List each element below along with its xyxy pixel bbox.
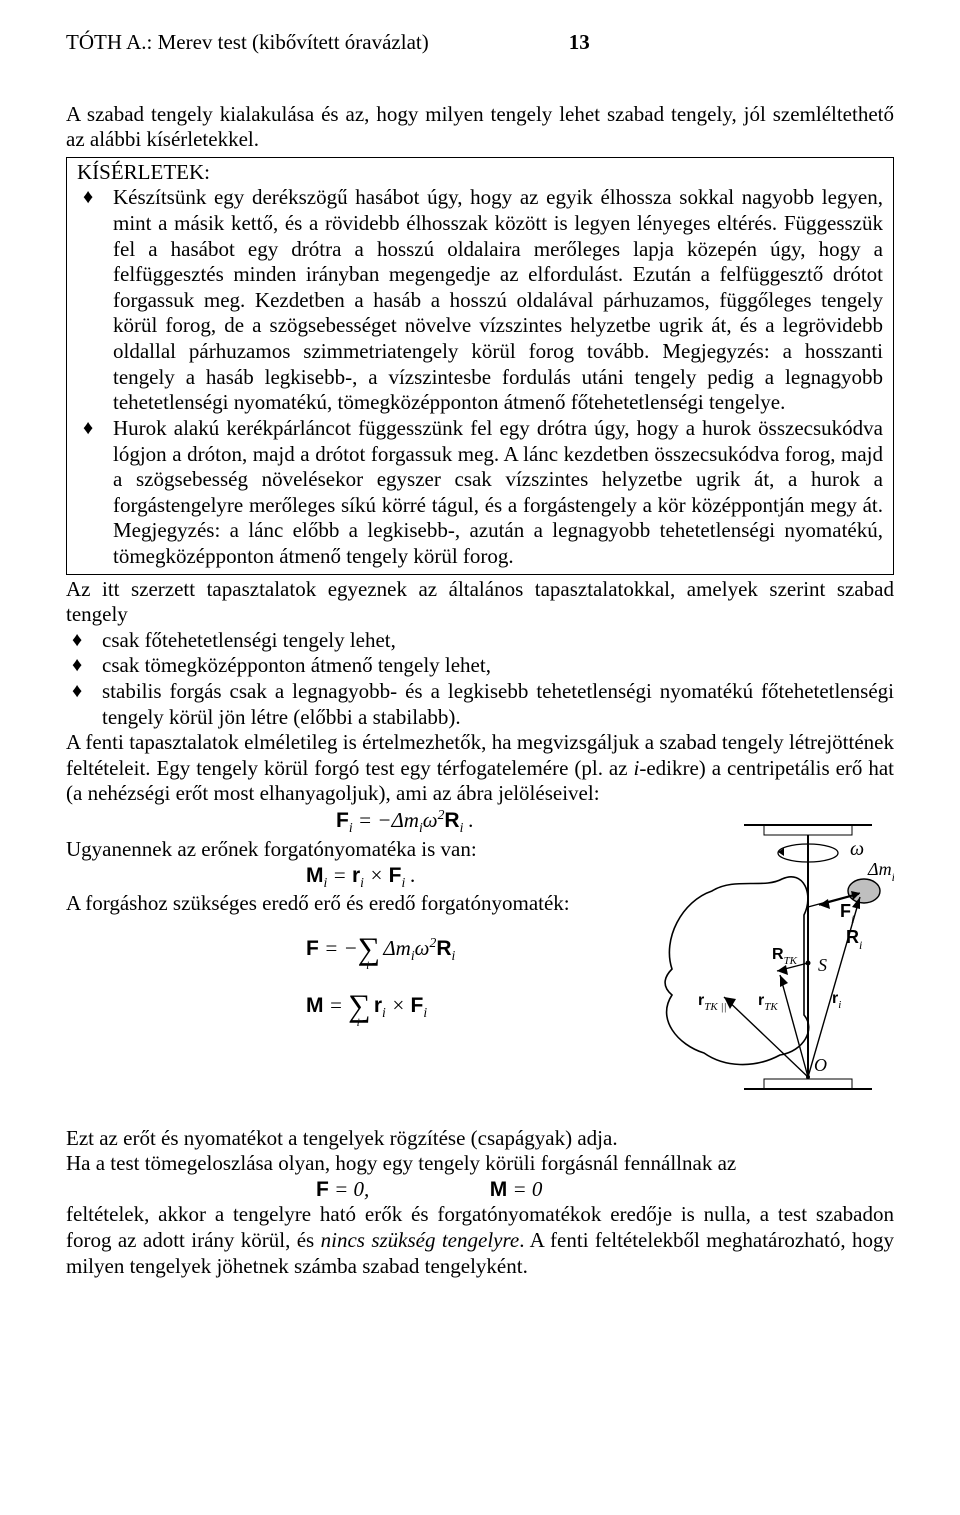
diamond-bullet-icon: ♦ [66,679,102,703]
svg-text:ri: ri [832,990,841,1011]
experiments-box: KÍSÉRLETEK: ♦ Készítsünk egy derékszögű … [66,157,894,575]
equation-conditions: F = 0, M = 0 [66,1177,894,1203]
intro-paragraph: A szabad tengely kialakulása és az, hogy… [66,102,894,153]
list-text: stabilis forgás csak a legnagyobb- és a … [102,679,894,730]
diamond-bullet-icon: ♦ [66,653,102,677]
para7: feltételek, akkor a tengelyre ható erők … [66,1202,894,1279]
experiment-text: Hurok alakú kerékpárláncot függesszünk f… [113,416,883,570]
rotation-diagram: ω Δmi Fi Ri S [654,819,894,1126]
after-box-paragraph: Az itt szerzett tapasztalatok egyeznek a… [66,577,894,628]
experiments-title: KÍSÉRLETEK: [77,160,883,186]
list-item: ♦ stabilis forgás csak a legnagyobb- és … [66,679,894,730]
svg-text:Ri: Ri [846,927,862,952]
diamond-bullet-icon: ♦ [77,185,113,209]
experiment-item: ♦ Készítsünk egy derékszögű hasábot úgy,… [77,185,883,415]
svg-text:rTK ||: rTK || [698,992,727,1013]
diamond-bullet-icon: ♦ [66,628,102,652]
experiment-text: Készítsünk egy derékszögű hasábot úgy, h… [113,185,883,415]
experiment-item: ♦ Hurok alakú kerékpárláncot függesszünk… [77,416,883,570]
list-text: csak tömegközépponton átmenő tengely leh… [102,653,894,679]
svg-text:RTK: RTK [772,946,798,967]
header-author: TÓTH A.: Merev test (kibővített óravázla… [66,30,429,56]
label-omega: ω [850,838,864,860]
para6: Ha a test tömegeloszlása olyan, hogy egy… [66,1151,894,1177]
svg-text:S: S [818,955,827,975]
list-item: ♦ csak főtehetetlenségi tengely lehet, [66,628,894,654]
para5: Ezt az erőt és nyomatékot a tengelyek rö… [66,1126,894,1152]
list-text: csak főtehetetlenségi tengely lehet, [102,628,894,654]
diamond-bullet-icon: ♦ [77,416,113,440]
svg-text:rTK: rTK [758,992,778,1013]
page-number: 13 [569,30,590,56]
para4: A forgáshoz szükséges eredő erő és eredő… [66,891,626,917]
theory-paragraph: A fenti tapasztalatok elméletileg is ért… [66,730,894,807]
list-item: ♦ csak tömegközépponton átmenő tengely l… [66,653,894,679]
svg-text:O: O [814,1055,827,1075]
